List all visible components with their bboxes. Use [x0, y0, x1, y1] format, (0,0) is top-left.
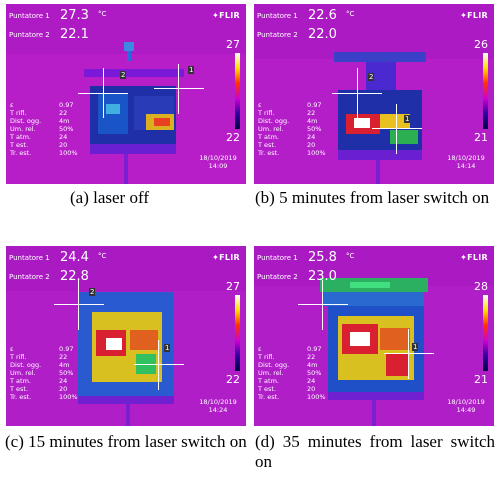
crosshair-marker-2: 2: [120, 71, 127, 79]
unit-label: °C: [346, 10, 355, 18]
flir-logo: ✦FLIR: [460, 11, 488, 20]
color-scale-bar: [483, 53, 488, 129]
date-time: 18/10/2019 14:49: [447, 398, 485, 414]
crosshair-marker-1: 1: [164, 344, 171, 352]
thermal-image-b: 2 1 Puntatore 1 22.6 °C Puntatore 2 22.0…: [254, 4, 494, 184]
date-time: 18/10/2019 14:14: [447, 154, 485, 170]
date-time: 18/10/2019 14:09: [199, 154, 237, 170]
camera-params: ε 0.97 T rifl. 22 Dist. ogg. 4m Um. rel. 50%…: [258, 101, 326, 157]
scale-min: 22: [226, 373, 240, 386]
pointer1-value: 25.8: [308, 250, 337, 265]
thermal-scene-b: [254, 4, 494, 184]
scale-max: 27: [226, 280, 240, 293]
date-time: 18/10/2019 14:24: [199, 398, 237, 414]
color-scale-bar: [235, 295, 240, 371]
caption-a: (a) laser off: [70, 188, 149, 207]
caption-c: (c) 15 minutes from laser switch on: [5, 432, 247, 451]
pointer1-label: Puntatore 1: [257, 12, 298, 20]
thermal-scene-a: [6, 4, 246, 184]
pointer1-value: 22.6: [308, 8, 337, 23]
unit-label: °C: [98, 10, 107, 18]
thermal-image-c: 2 1 Puntatore 1 24.4 °C Puntatore 2 22.8…: [6, 246, 246, 426]
camera-params: ε 0.97 T rifl. 22 Dist. ogg. 4m Um. rel. 50%…: [10, 101, 78, 157]
pointer2-value: 22.0: [308, 27, 337, 42]
pointer1-label: Puntatore 1: [9, 12, 50, 20]
color-scale-bar: [235, 53, 240, 129]
crosshair-marker-1: 1: [404, 115, 411, 123]
unit-label: °C: [346, 252, 355, 260]
crosshair-marker-2: 2: [368, 73, 375, 81]
flir-logo: ✦FLIR: [212, 11, 240, 20]
crosshair-marker-1: 1: [412, 343, 419, 351]
crosshair-marker-1: 1: [188, 66, 195, 74]
pointer1-value: 27.3: [60, 8, 89, 23]
pointer2-label: Puntatore 2: [257, 273, 298, 281]
pointer2-value: 23.0: [308, 269, 337, 284]
thermal-image-d: 1 Puntatore 1 25.8 °C Puntatore 2 23.0 ✦…: [254, 246, 494, 426]
flir-logo: ✦FLIR: [460, 253, 488, 262]
color-scale-bar: [483, 295, 488, 371]
caption-b: (b) 5 minutes from laser switch on: [255, 188, 490, 207]
caption-d: (d) 35 minutes from laser switch on: [255, 432, 495, 471]
pointer2-label: Puntatore 2: [257, 31, 298, 39]
pointer2-value: 22.8: [60, 269, 89, 284]
scale-max: 27: [226, 38, 240, 51]
thermal-scene-d: [254, 246, 494, 426]
camera-params: ε 0.97 T rifl. 22 Dist. ogg. 4m Um. rel. 50%…: [10, 345, 78, 401]
scale-min: 21: [474, 373, 488, 386]
pointer1-label: Puntatore 1: [9, 254, 50, 262]
scale-min: 22: [226, 131, 240, 144]
unit-label: °C: [98, 252, 107, 260]
flir-logo: ✦FLIR: [212, 253, 240, 262]
thermal-scene-c: [6, 246, 246, 426]
pointer1-label: Puntatore 1: [257, 254, 298, 262]
thermal-image-a: 2 1 Puntatore 1 27.3 °C Puntatore 2 22.1…: [6, 4, 246, 184]
scale-max: 28: [474, 280, 488, 293]
camera-params: ε 0.97 T rifl. 22 Dist. ogg. 4m Um. rel. 50%…: [258, 345, 326, 401]
pointer2-label: Puntatore 2: [9, 31, 50, 39]
pointer2-label: Puntatore 2: [9, 273, 50, 281]
pointer1-value: 24.4: [60, 250, 89, 265]
crosshair-marker-2: 2: [89, 288, 96, 296]
pointer2-value: 22.1: [60, 27, 89, 42]
scale-min: 21: [474, 131, 488, 144]
scale-max: 26: [474, 38, 488, 51]
